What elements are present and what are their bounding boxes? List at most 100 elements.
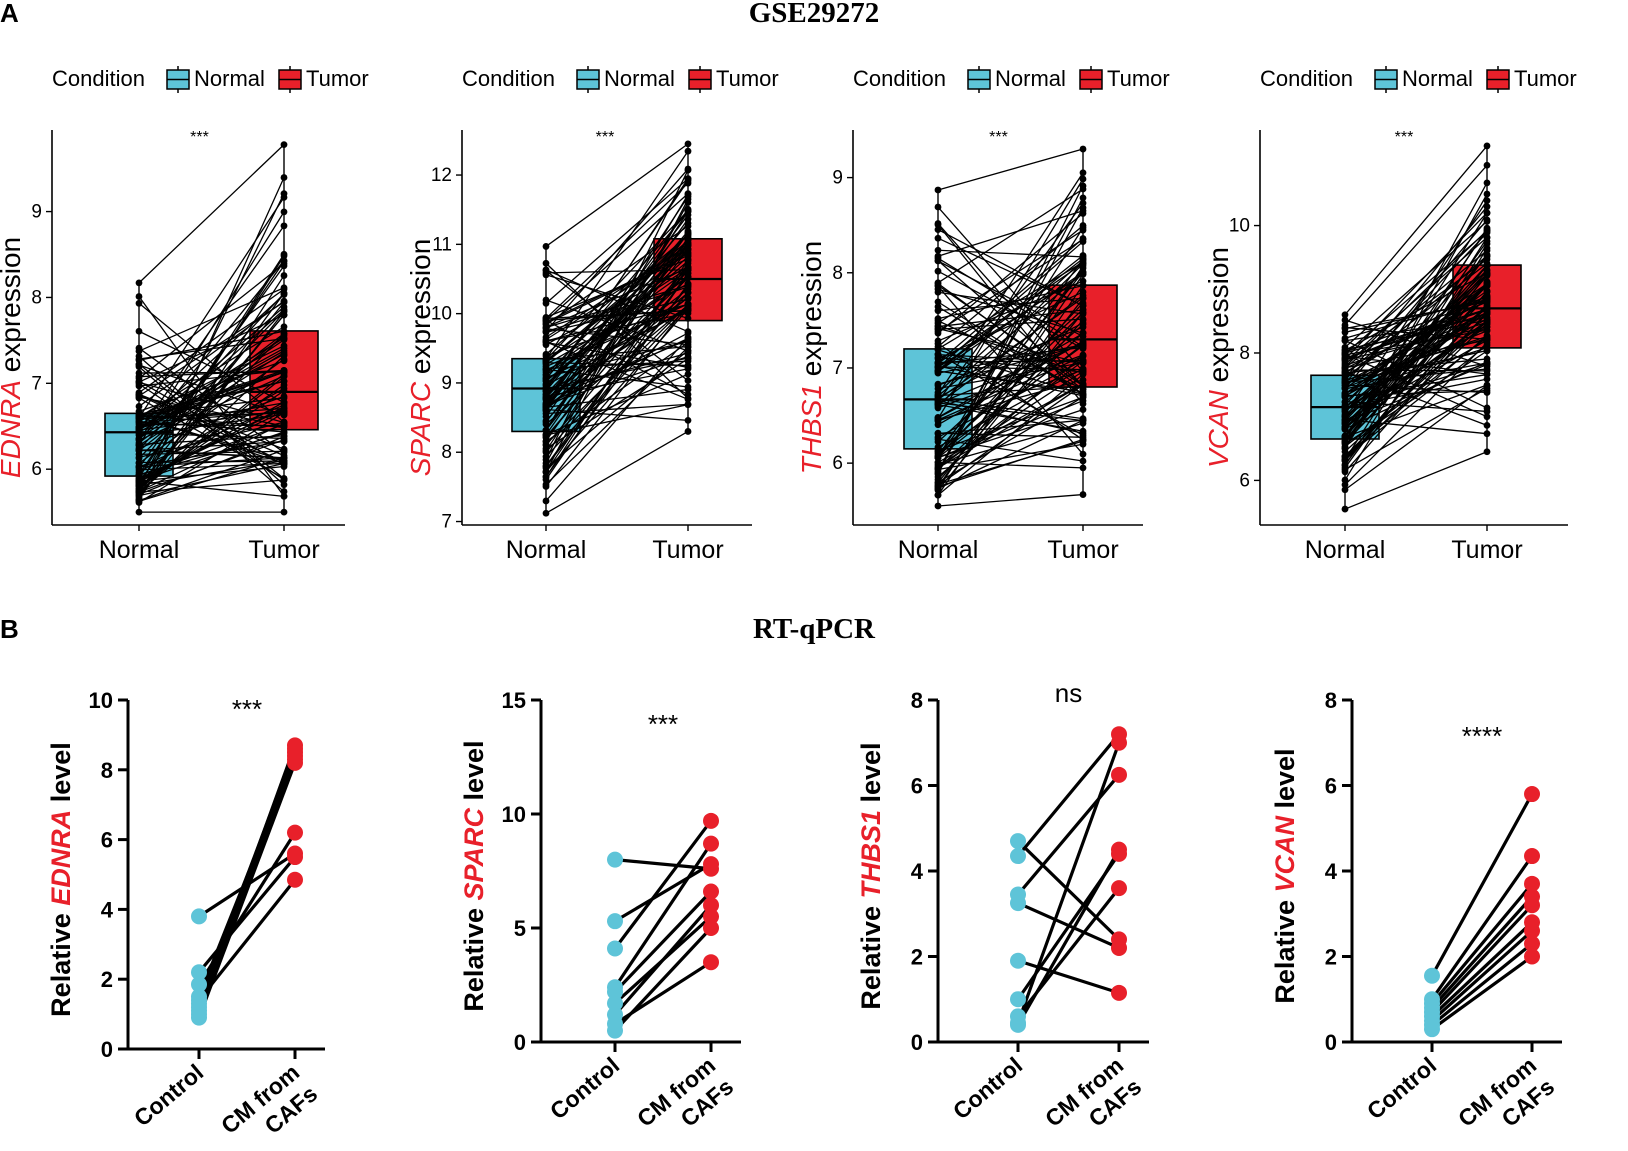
paired-line (197, 762, 297, 1019)
point-normal (135, 489, 143, 497)
point-normal (1341, 316, 1349, 324)
point-control (607, 1006, 623, 1023)
point-tumor (1079, 429, 1087, 437)
paired-line (937, 282, 1084, 390)
paired-line (545, 360, 689, 370)
paired-line (197, 856, 297, 974)
paired-line (138, 371, 285, 420)
paired-line (545, 304, 689, 445)
paired-line (138, 432, 285, 440)
paired-line (937, 396, 1084, 452)
point-tumor (684, 428, 692, 435)
paired-line (545, 308, 689, 473)
point-normal (542, 259, 550, 267)
paired-line (1344, 311, 1488, 383)
paired-line (937, 365, 1084, 397)
paired-line (937, 271, 1084, 373)
paired-line (1344, 182, 1488, 443)
point-tumor (1483, 448, 1491, 456)
point-normal (934, 203, 942, 211)
point-normal (934, 382, 942, 389)
point-tumor (280, 352, 288, 360)
point-tumor (1483, 142, 1491, 150)
point-control (1010, 886, 1026, 903)
point-normal (135, 391, 143, 398)
paired-line (1344, 262, 1488, 375)
point-normal (135, 497, 143, 505)
point-normal (934, 257, 942, 265)
paired-line (1344, 193, 1488, 449)
paired-lines (937, 148, 1084, 507)
paired-line (1430, 904, 1534, 1014)
paired-line (1344, 219, 1488, 389)
paired-line (1344, 290, 1488, 460)
x-tick-label-tumor: Tumor (1047, 536, 1118, 564)
y-axis-label-prefix: Relative (459, 901, 489, 1012)
point-tumor (280, 284, 288, 292)
paired-line (545, 430, 689, 514)
y-tick-label: 0 (911, 1030, 923, 1055)
point-treatment (1111, 984, 1127, 1001)
paired-line (937, 148, 1084, 191)
y-tick-label: 9 (441, 373, 452, 394)
point-tumor (280, 475, 288, 482)
y-tick-label: 0 (1325, 1030, 1337, 1055)
point-tumor (1079, 175, 1087, 183)
x-tick-label-control: Control (129, 1059, 208, 1131)
y-tick-label: 8 (832, 263, 843, 284)
point-normal (934, 234, 942, 242)
point-tumor (1079, 416, 1087, 424)
paired-points (135, 141, 288, 516)
point-tumor (1079, 491, 1087, 498)
point-normal (934, 478, 942, 486)
point-tumor (1483, 218, 1491, 225)
point-tumor (1483, 375, 1491, 383)
point-normal (542, 509, 550, 517)
point-tumor (280, 481, 288, 489)
paired-line (1430, 895, 1534, 1009)
point-tumor (684, 222, 692, 230)
paired-line (1017, 959, 1120, 995)
point-treatment (1524, 786, 1540, 803)
point-normal (1341, 405, 1349, 413)
panel-a-chart-vcan: Condition Normal Tumor 6 8 10 Normal Tumor VCAN … (1203, 66, 1577, 564)
paired-line (545, 368, 689, 388)
point-tumor (684, 246, 692, 253)
y-tick-label: 8 (911, 688, 923, 713)
paired-line (614, 858, 712, 871)
paired-line (545, 178, 689, 304)
point-normal (934, 416, 942, 424)
point-treatment (1524, 914, 1540, 931)
paired-line (1344, 297, 1488, 387)
point-tumor (280, 174, 288, 181)
point-normal (934, 469, 942, 477)
point-tumor (280, 424, 288, 431)
y-axis-label: Relative THBS1 level (856, 742, 886, 1009)
paired-line (1344, 318, 1488, 397)
x-tick-label-tumor: Tumor (1451, 536, 1522, 564)
point-normal (934, 486, 942, 494)
point-tumor (1079, 260, 1087, 267)
x-tick-label-normal: Normal (506, 536, 587, 564)
point-control (191, 976, 207, 993)
panel-a-chart-thbs1: Condition Normal Tumor 6 7 8 9 Normal Tumor THBS1… (796, 66, 1170, 564)
y-axis-label-suffix: level (856, 742, 886, 810)
point-tumor (280, 435, 288, 442)
paired-line (937, 288, 1084, 334)
significance-label: ns (1055, 678, 1082, 708)
y-axis-label: EDNRA expression (0, 237, 26, 478)
paired-line (1344, 335, 1488, 384)
point-normal (1341, 392, 1349, 400)
paired-line (545, 242, 689, 407)
paired-lines (545, 143, 689, 514)
paired-line (937, 178, 1084, 420)
paired-line (545, 256, 689, 385)
point-normal (135, 439, 143, 447)
paired-line (937, 341, 1084, 419)
panel-b-chart-sparc: 0 5 10 15 Control CM fromCAFs Relative SPARC l… (459, 688, 741, 1132)
y-tick-label: 6 (1325, 774, 1337, 799)
point-normal (934, 359, 942, 367)
y-tick-label: 8 (1239, 343, 1250, 364)
paired-line (937, 438, 1084, 462)
y-axis-label-prefix: Relative (1270, 893, 1300, 1004)
